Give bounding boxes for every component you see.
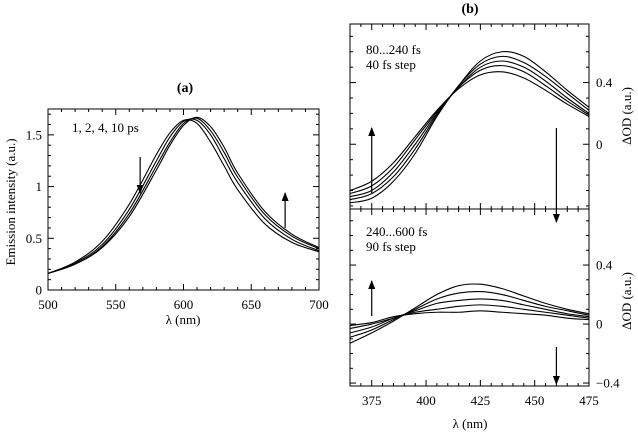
series-line-510-fs xyxy=(349,304,590,330)
panel-b-xlabel: λ (nm) xyxy=(453,416,488,431)
panel-b-bottom-annotation-line2: 90 fs step xyxy=(366,239,416,254)
panel-a-ylabel: Emission intensity (a.u.) xyxy=(3,138,18,265)
arrow-up-icon xyxy=(281,192,289,201)
panel-b-bottom-x-tick-labels: 375 400 425 450 475 xyxy=(362,393,599,408)
panel-b-bottom-arrows xyxy=(368,280,560,385)
x-tick-label: 500 xyxy=(38,297,58,312)
panel-b-top-ylabel: ΔOD (a.u.) xyxy=(619,87,634,145)
series-line-200-fs xyxy=(349,55,590,201)
y-tick-label: 0.4 xyxy=(596,258,613,273)
arrow-down-icon xyxy=(136,185,144,194)
panel-a-xlabel: λ (nm) xyxy=(166,312,201,327)
y-tick-label: 0 xyxy=(36,283,43,298)
x-tick-label: 600 xyxy=(174,297,194,312)
series-line-330-fs xyxy=(349,290,590,338)
panel-b-top-y-tick-labels: 00.4 xyxy=(596,75,613,152)
panel-a-arrows xyxy=(136,157,289,228)
series-line-120-fs xyxy=(349,65,590,195)
x-tick-label: 650 xyxy=(242,297,262,312)
series-line-240-fs xyxy=(349,51,590,204)
panel-b-bottom-ylabel: ΔOD (a.u.) xyxy=(619,272,634,330)
panel-b-bottom-y-tick-labels: −0.4 0 0.4 xyxy=(596,258,620,391)
y-tick-label: 1 xyxy=(36,179,43,194)
panel-b-label: (b) xyxy=(461,2,478,17)
arrow-down-icon xyxy=(552,214,560,223)
panel-b-bottom-curves xyxy=(349,283,590,344)
y-tick-label: 1.5 xyxy=(26,127,42,142)
y-tick-label: −0.4 xyxy=(596,376,620,391)
panel-a-ticks xyxy=(47,109,320,290)
x-tick-label: 700 xyxy=(309,297,329,312)
panel-b-top: (b) 00.4 80...240 fs 40 fs step ΔOD (a.u… xyxy=(349,2,634,223)
panel-a: (a) 500 550 600 650 700 0 0.5 1 1.5 1, 2, 4, 10… xyxy=(3,81,329,327)
series-line-600-fs xyxy=(349,310,590,327)
panel-a-y-tick-labels: 0 0.5 1 1.5 xyxy=(26,127,42,297)
series-line-4-ps xyxy=(47,117,320,274)
series-line-160-fs xyxy=(349,60,590,198)
x-tick-label: 425 xyxy=(471,393,491,408)
y-tick-label: 0.4 xyxy=(596,75,613,90)
panel-b-top-arrows xyxy=(368,127,560,223)
panel-b-bottom-annotation-line1: 240...600 fs xyxy=(366,224,427,239)
arrow-up-icon xyxy=(368,280,376,289)
panel-a-x-tick-labels: 500 550 600 650 700 xyxy=(38,297,329,312)
panel-b-bottom: 375 400 425 450 475 −0.4 0 0.4 240...600 fs 90… xyxy=(349,208,634,431)
series-line-10-ps xyxy=(47,116,320,274)
y-tick-label: 0.5 xyxy=(26,231,42,246)
x-tick-label: 400 xyxy=(416,393,436,408)
y-tick-label: 0 xyxy=(596,137,603,152)
panel-b-top-annotation-line1: 80...240 fs xyxy=(366,42,421,57)
series-line-1-ps xyxy=(47,119,320,274)
panel-a-label: (a) xyxy=(177,81,194,96)
arrow-down-icon xyxy=(552,376,560,385)
panel-b-top-curves xyxy=(349,51,590,204)
panel-a-curves xyxy=(47,116,320,274)
x-tick-label: 475 xyxy=(579,393,599,408)
panel-a-annotation: 1, 2, 4, 10 ps xyxy=(72,120,139,135)
x-tick-label: 375 xyxy=(362,393,382,408)
y-tick-label: 0 xyxy=(596,317,603,332)
panel-a-frame xyxy=(47,108,320,291)
series-line-240-fs xyxy=(349,283,590,344)
series-line-80-fs xyxy=(349,71,590,192)
x-tick-label: 450 xyxy=(525,393,545,408)
x-tick-label: 550 xyxy=(106,297,126,312)
panel-b-top-annotation-line2: 40 fs step xyxy=(366,57,416,72)
series-line-2-ps xyxy=(47,118,320,274)
arrow-up-icon xyxy=(368,127,376,136)
